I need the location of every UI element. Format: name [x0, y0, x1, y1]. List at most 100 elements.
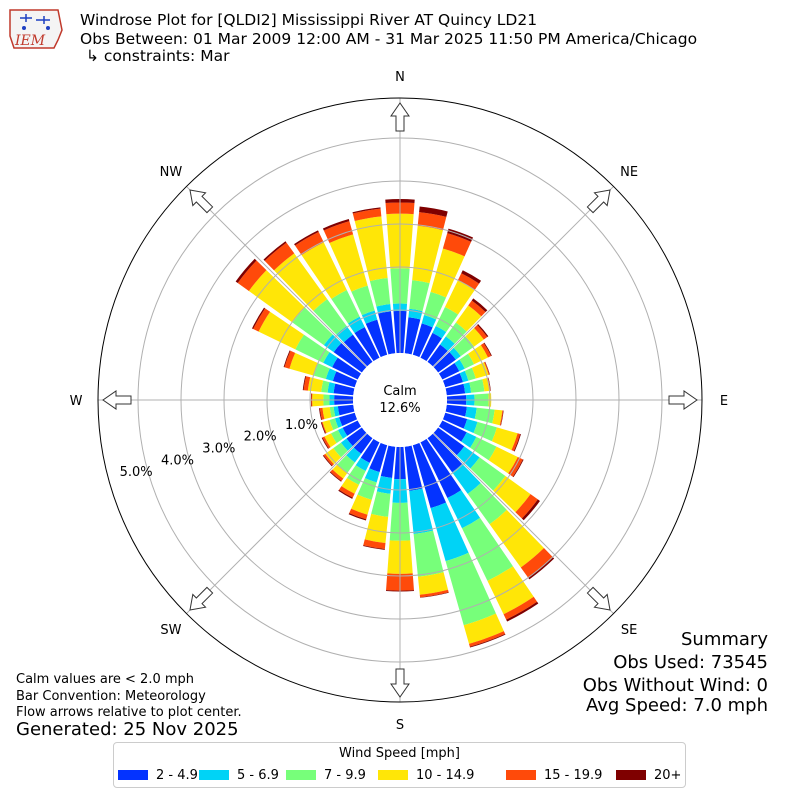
wind-bar-260-bin-0	[337, 404, 355, 416]
flow-arrow-W-icon	[102, 390, 132, 410]
wind-bar-60-bin-2	[459, 353, 475, 369]
wind-bar-210-bin-1	[355, 457, 370, 471]
wind-bar-130-bin-1	[456, 446, 480, 469]
wind-bar-310-bin-3	[248, 270, 305, 323]
legend-item-4: 15 - 19.9	[506, 767, 602, 783]
wind-bar-40-bin-2	[445, 322, 467, 344]
summary-obs-without-wind: Obs Without Wind: 0	[582, 675, 768, 696]
wind-bar-140-bin-4	[520, 548, 553, 578]
wind-bar-230-bin-5	[322, 455, 333, 467]
wind-bar-120-bin-1	[461, 432, 477, 448]
wind-bar-40-bin-1	[440, 336, 455, 351]
wind-bar-230-bin-4	[323, 453, 334, 466]
direction-label-E: E	[720, 394, 728, 409]
wind-bar-110-bin-3	[491, 427, 518, 451]
wind-bar-260-bin-5	[319, 408, 322, 420]
wind-bar-70-bin-4	[484, 361, 490, 375]
wind-bar-40-bin-3	[455, 305, 482, 332]
wind-bar-310-bin-2	[292, 307, 333, 346]
legend-label-5: 20+	[654, 767, 682, 783]
wind-bar-350-bin-0	[378, 311, 396, 355]
wind-bar-190-bin-3	[364, 513, 389, 544]
wind-bar-30-bin-0	[420, 332, 442, 362]
wind-bar-100-bin-5	[500, 410, 504, 426]
legend-swatch-3	[378, 770, 408, 780]
legend-title: Wind Speed [mph]	[339, 746, 460, 761]
logo-text: IEM	[14, 33, 46, 49]
wind-bar-260-bin-2	[329, 406, 336, 418]
wind-bar-20-bin-0	[412, 323, 433, 358]
wind-bar-80-bin-2	[469, 379, 485, 393]
wind-bar-160-bin-3	[463, 613, 504, 644]
wind-bar-110-bin-1	[463, 419, 478, 434]
wind-bar-240-bin-3	[324, 433, 337, 448]
wind-bar-200-bin-3	[351, 494, 372, 515]
legend-swatch-0	[118, 770, 148, 780]
angular-gridline-NE	[432, 186, 614, 368]
wind-bar-150-bin-0	[420, 438, 462, 499]
wind-bar-30-bin-1	[432, 325, 447, 339]
wind-bar-40-bin-0	[427, 344, 448, 367]
wind-bar-190-bin-5	[363, 545, 385, 550]
wind-bar-10-bin-0	[404, 317, 421, 355]
wind-bars-layer	[235, 199, 555, 648]
wind-bar-240-bin-5	[321, 437, 329, 449]
wind-bar-200-bin-1	[364, 468, 380, 483]
wind-bar-70-bin-0	[442, 373, 464, 388]
wind-bar-70-bin-1	[459, 370, 469, 383]
wind-bar-330-bin-5	[294, 230, 319, 246]
outer-frame	[97, 97, 703, 703]
chart-labels-layer: NNEESESSWWNW0.0%1.0%2.0%3.0%4.0%5.0%	[70, 70, 729, 733]
flow-arrow-N-icon	[390, 102, 410, 132]
wind-bar-310-bin-5	[235, 258, 257, 283]
radial-tick-label-2: 2.0%	[244, 430, 277, 445]
wind-bar-30-bin-3	[444, 280, 475, 315]
wind-bar-150-bin-2	[462, 517, 513, 581]
wind-bar-320-bin-3	[274, 253, 328, 311]
wind-bar-250-bin-1	[334, 417, 343, 428]
wind-bar-220-bin-3	[332, 464, 348, 479]
wind-bar-250-bin-4	[321, 421, 327, 434]
wind-bar-50-bin-4	[474, 324, 488, 340]
radial-grid-layer	[97, 97, 703, 703]
wind-bar-230-bin-2	[333, 442, 348, 458]
wind-bar-200-bin-2	[357, 478, 377, 500]
legend-item-0: 2 - 4.9	[118, 767, 198, 783]
legend-label-2: 7 - 9.9	[324, 767, 366, 783]
wind-bar-140-bin-0	[427, 433, 463, 473]
wind-bar-130-bin-5	[521, 499, 540, 521]
flow-arrow-S-icon	[390, 668, 410, 698]
wind-bar-250-bin-0	[339, 412, 358, 426]
wind-bar-330-bin-2	[331, 289, 360, 324]
wind-bar-140-bin-5	[528, 557, 555, 580]
wind-bar-60-bin-1	[454, 359, 465, 372]
wind-bar-340-bin-3	[329, 234, 368, 292]
wind-bar-230-bin-1	[340, 438, 353, 451]
wind-bar-290-bin-3	[289, 352, 319, 376]
angular-gridline-NW	[186, 186, 368, 368]
wind-bar-210-bin-4	[339, 486, 355, 498]
calm-note: Calm values are < 2.0 mph	[16, 672, 195, 687]
bar-convention-note: Bar Convention: Meteorology	[16, 689, 206, 704]
wind-bar-220-bin-2	[337, 455, 355, 473]
flow-arrow-SE-icon	[586, 586, 611, 611]
wind-bar-30-bin-2	[435, 306, 459, 332]
wind-bar-220-bin-4	[330, 469, 344, 482]
wind-bar-100-bin-4	[499, 410, 504, 426]
wind-bar-40-bin-4	[468, 300, 486, 317]
angular-gridline-SE	[432, 432, 614, 614]
wind-bar-80-bin-1	[463, 382, 472, 394]
wind-bar-290-bin-1	[325, 368, 337, 381]
generated-date: Generated: 25 Nov 2025	[16, 719, 239, 740]
wind-bar-170-bin-2	[413, 530, 444, 577]
wind-bar-80-bin-5	[488, 377, 491, 391]
wind-bar-240-bin-1	[337, 427, 348, 439]
wind-bar-320-bin-1	[336, 325, 353, 343]
direction-label-SW: SW	[160, 623, 181, 638]
wind-bar-320-bin-2	[313, 299, 347, 335]
wind-bar-70-bin-2	[464, 367, 476, 381]
wind-bar-300-bin-0	[332, 357, 362, 380]
wind-bar-60-bin-4	[480, 343, 492, 358]
wind-bar-150-bin-3	[487, 566, 534, 615]
flow-arrows-note: Flow arrows relative to plot center.	[16, 705, 242, 720]
